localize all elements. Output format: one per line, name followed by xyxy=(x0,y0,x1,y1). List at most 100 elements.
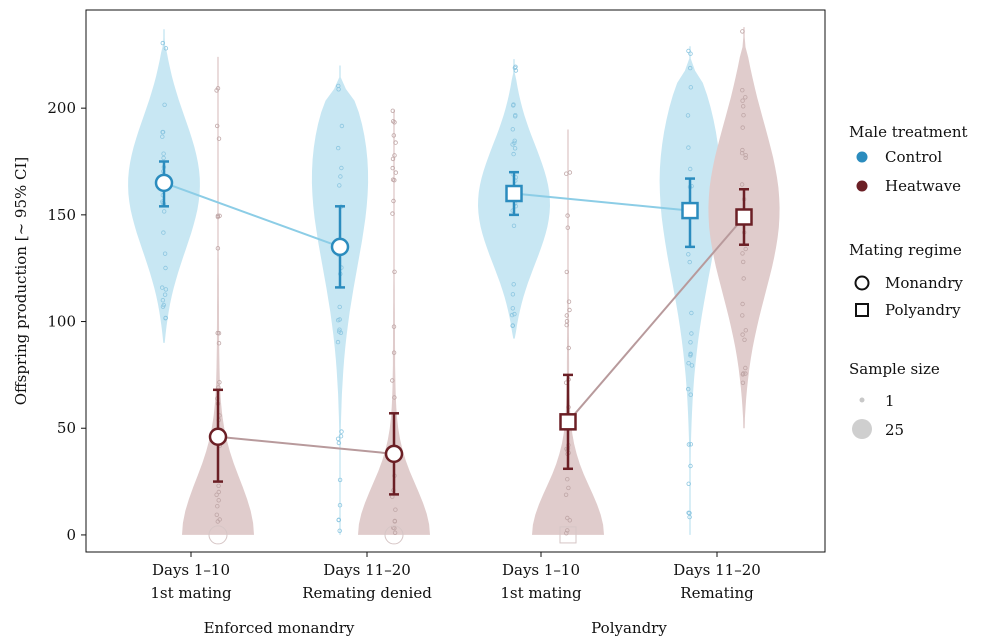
jitter-point xyxy=(214,492,219,497)
jitter-point xyxy=(740,125,745,130)
jitter-point xyxy=(162,102,167,107)
jitter-point xyxy=(739,182,745,187)
jitter-point xyxy=(391,350,397,355)
jitter-point xyxy=(512,146,518,151)
jitter-point xyxy=(688,65,693,71)
jitter-point xyxy=(688,51,693,56)
jitter-point xyxy=(686,361,691,366)
jitter-point xyxy=(688,392,693,397)
jitter-point xyxy=(160,298,166,303)
jitter-point xyxy=(161,302,166,308)
connector-lines-layer xyxy=(163,181,745,455)
jitter-point xyxy=(564,269,569,275)
jitter-point xyxy=(217,380,222,385)
legend-swatch-control xyxy=(856,151,868,163)
jitter-point xyxy=(564,313,569,318)
jitter-point xyxy=(740,332,745,337)
jitter-point xyxy=(392,519,397,524)
jitter-point xyxy=(512,140,517,145)
jitter-point xyxy=(687,514,692,520)
jitter-point xyxy=(739,150,745,156)
y-tick-label: 100 xyxy=(47,313,76,331)
jitter-point xyxy=(688,442,693,447)
mean-marker-heatwave-2 xyxy=(559,413,577,431)
jitter-point xyxy=(511,102,516,107)
jitter-point xyxy=(512,138,517,143)
x-tick-label: 1st mating xyxy=(150,584,232,602)
legend-title-regime: Mating regime xyxy=(849,241,962,259)
jitter-point xyxy=(161,155,166,161)
jitter-point xyxy=(162,292,168,297)
jitter-point xyxy=(740,29,745,34)
zero-cluster-point xyxy=(384,525,404,545)
jitter-point xyxy=(513,68,519,73)
jitter-point xyxy=(686,481,691,486)
jitter-point xyxy=(390,177,396,182)
jitter-point xyxy=(160,129,166,135)
violins-layer xyxy=(128,27,780,535)
jitter-point xyxy=(567,518,572,523)
jitter-point xyxy=(163,315,168,321)
jitter-point xyxy=(565,515,570,521)
jitter-point xyxy=(391,198,396,204)
jitter-point xyxy=(511,223,517,228)
jitter-point xyxy=(390,156,396,162)
jitter-point xyxy=(686,145,691,150)
jitter-point xyxy=(393,170,398,175)
jitter-point xyxy=(160,40,165,46)
jitter-point xyxy=(565,477,570,482)
jitter-point xyxy=(159,285,165,290)
jitter-point xyxy=(565,213,570,218)
jitter-point xyxy=(688,463,693,469)
zero-cluster-point xyxy=(559,526,577,544)
jitter-point xyxy=(686,48,691,54)
jitter-point xyxy=(512,311,517,317)
legend-size-large xyxy=(852,419,872,439)
y-tick-label: 200 xyxy=(47,99,76,117)
legend-title-size: Sample size xyxy=(849,360,940,378)
mean-marker-control-0 xyxy=(154,173,174,193)
jitter-point xyxy=(337,183,342,188)
jitter-point xyxy=(566,345,571,351)
jitter-point xyxy=(392,269,397,274)
jitter-point xyxy=(392,153,397,158)
jitter-point xyxy=(392,120,397,125)
legend-title-treatment: Male treatment xyxy=(849,123,968,141)
jitter-point xyxy=(567,307,572,313)
jitter-point xyxy=(511,282,516,287)
violin-heatwave-1 xyxy=(358,110,430,535)
violin-heatwave-0 xyxy=(182,56,254,535)
jitter-point xyxy=(216,341,222,346)
jitter-point xyxy=(337,477,343,483)
jitter-point xyxy=(216,498,221,503)
jitter-point xyxy=(740,98,745,103)
jitter-point xyxy=(740,251,745,256)
zero-cluster-point xyxy=(208,525,228,545)
jitter-point xyxy=(215,214,221,220)
jitter-point xyxy=(743,365,748,371)
jitter-point xyxy=(564,322,569,328)
connector-line-heatwave xyxy=(217,435,395,455)
jitter-point xyxy=(741,104,746,109)
legend-shape-square xyxy=(855,303,869,317)
legend-swatch-heatwave xyxy=(856,180,868,192)
jitter-point xyxy=(161,151,166,156)
jitter-point xyxy=(163,287,169,292)
jitter-point xyxy=(161,209,167,214)
jitter-point xyxy=(337,503,343,508)
jitter-point xyxy=(743,152,748,158)
jitter-point xyxy=(686,386,691,392)
jitter-point xyxy=(215,246,221,251)
connector-line-heatwave xyxy=(567,216,745,423)
errorbars-layer xyxy=(154,160,753,496)
mean-marker-control-2 xyxy=(505,184,523,203)
jitter-point xyxy=(511,151,516,157)
jitter-point xyxy=(510,127,515,132)
jitter-point xyxy=(216,483,221,488)
jitter-point xyxy=(163,265,168,271)
jitter-point xyxy=(741,112,746,118)
jitter-point xyxy=(740,372,745,377)
legend-label: Heatwave xyxy=(885,177,961,195)
jitter-point xyxy=(335,436,341,441)
